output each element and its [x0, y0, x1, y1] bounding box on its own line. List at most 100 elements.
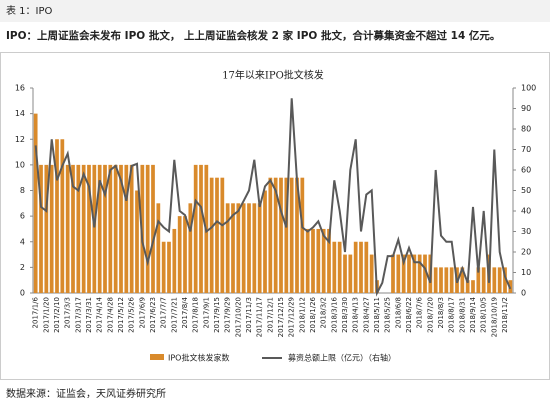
bar: [231, 203, 235, 293]
bar: [295, 177, 299, 293]
x-tick-label: 2018/3/16: [330, 296, 338, 332]
x-tick-label: 2017/6/9: [138, 297, 146, 328]
x-tick-label: 2017/9/15: [213, 297, 221, 333]
x-tick-label: 2017/4/14: [96, 296, 104, 332]
x-tick-label: 2018/11/2: [501, 297, 509, 333]
bar: [60, 139, 65, 293]
bar: [364, 241, 369, 293]
x-tick-label: 2018/4/13: [352, 297, 360, 333]
bar: [439, 267, 443, 293]
bar: [199, 164, 203, 293]
x-tick-label: 2017/1/6: [32, 296, 40, 328]
bar: [151, 164, 155, 293]
bar: [97, 164, 102, 293]
bar: [236, 203, 241, 293]
bar: [423, 254, 427, 293]
y-tick-label: 16: [15, 84, 25, 93]
x-tick-label: 2018/10/5: [480, 297, 488, 333]
y2-tick-label: 10: [521, 268, 531, 277]
x-tick-label: 2018/1/26: [309, 296, 317, 332]
y2-tick-label: 70: [521, 145, 531, 154]
bar: [33, 113, 38, 293]
x-tick-label: 2017/12/15: [277, 297, 285, 337]
y2-tick-label: 100: [521, 84, 536, 93]
x-tick-label: 2017/5/12: [117, 297, 125, 333]
bar: [39, 164, 43, 293]
bar: [92, 164, 97, 293]
bar: [145, 164, 150, 293]
bar: [183, 216, 187, 293]
bar: [337, 241, 342, 293]
bar: [332, 241, 337, 293]
bar: [247, 203, 251, 293]
header-band: [0, 0, 550, 22]
bar: [220, 177, 225, 293]
bar: [348, 254, 353, 293]
bar: [193, 164, 198, 293]
bar: [65, 164, 70, 293]
x-tick-label: 2017/8/4: [181, 296, 189, 328]
x-tick-label: 2017/3/31: [85, 297, 93, 333]
bar: [241, 203, 246, 293]
x-tick-label: 2018/5/25: [384, 297, 392, 333]
x-tick-label: 2018/6/22: [405, 297, 413, 333]
bar: [407, 254, 411, 293]
bar: [225, 203, 230, 293]
bar: [503, 267, 507, 293]
x-tick-label: 2017/1/20: [42, 297, 50, 333]
y2-tick-label: 60: [521, 166, 531, 175]
bar: [87, 164, 91, 293]
bar: [305, 228, 310, 293]
bar: [481, 267, 486, 293]
x-tick-label: 2017/3/17: [74, 297, 82, 333]
x-tick-label: 2018/3/2: [320, 297, 328, 328]
legend-label: IPO批文核发家数: [168, 353, 229, 363]
bar: [353, 241, 358, 293]
bar: [81, 164, 86, 293]
y2-tick-label: 50: [521, 186, 531, 195]
bar: [113, 164, 118, 293]
bar: [108, 164, 113, 293]
y2-tick-label: 20: [521, 248, 531, 257]
bar: [391, 254, 395, 293]
bar: [476, 267, 481, 293]
x-tick-label: 2017/9/1: [202, 297, 210, 328]
chart-title: 17年以来IPO批文核发: [222, 69, 324, 82]
bar: [263, 190, 267, 293]
bar: [215, 177, 219, 293]
bar: [343, 254, 347, 293]
y-tick-label: 2: [20, 263, 25, 272]
bar: [369, 254, 374, 293]
x-tick-label: 2017/10/20: [234, 297, 242, 337]
bar: [172, 228, 177, 293]
bar: [177, 216, 182, 293]
header: 表 1：IPO: [6, 4, 53, 17]
bar: [316, 228, 321, 293]
bar: [161, 241, 166, 293]
bar: [55, 139, 59, 293]
bar: [119, 164, 123, 293]
x-tick-label: 2017/4/28: [106, 297, 114, 333]
bar: [284, 177, 289, 293]
x-tick-label: 2018/8/31: [458, 297, 466, 333]
legend-swatch: [150, 354, 164, 360]
x-tick-label: 2018/7/20: [426, 297, 434, 333]
bar: [188, 203, 193, 293]
y2-tick-label: 40: [521, 207, 531, 216]
x-tick-label: 2017/11/17: [256, 297, 264, 337]
y-tick-label: 10: [15, 160, 25, 169]
x-tick-label: 2017/5/26: [128, 296, 136, 332]
bar: [135, 190, 139, 293]
x-tick-label: 2018/7/6: [416, 296, 424, 328]
bar: [44, 164, 49, 293]
x-tick-label: 2018/4/27: [362, 297, 370, 333]
bar: [471, 280, 475, 293]
x-tick-label: 2018/8/3: [437, 297, 445, 328]
y-tick-label: 8: [20, 186, 25, 195]
bar: [321, 228, 326, 293]
x-tick-label: 2017/11/3: [245, 297, 253, 333]
x-tick-label: 2018/1/12: [298, 297, 306, 333]
bar: [327, 228, 331, 293]
bar: [300, 177, 305, 293]
